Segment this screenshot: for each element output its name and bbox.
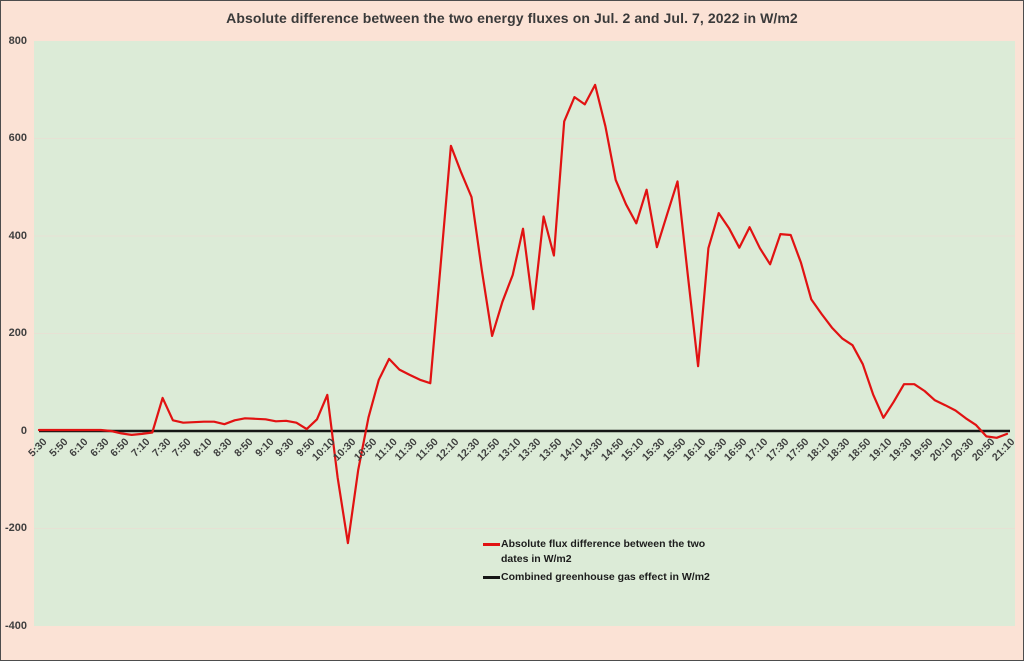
chart-title: Absolute difference between the two ener… [226, 10, 798, 26]
y-tick-label-400: 400 [8, 229, 27, 242]
black-line-swatch [483, 576, 500, 579]
legend: Absolute flux difference between the two… [483, 537, 710, 588]
y-tick-label-200: 200 [8, 327, 27, 339]
legend-label-greenhouse-effect: Combined greenhouse gas effect in W/m2 [501, 571, 710, 583]
y-tick-label-800: 800 [8, 34, 27, 47]
flux-difference-line [37, 83, 1009, 545]
y-tick-label--200: -200 [4, 522, 27, 534]
legend-item-flux-difference: Absolute flux difference between the two… [483, 537, 710, 567]
legend-label-flux-difference: Absolute flux difference between the two… [501, 538, 706, 565]
y-tick-label-0: 0 [20, 424, 27, 437]
red-line-swatch [483, 543, 500, 546]
legend-item-greenhouse-effect: Combined greenhouse gas effect in W/m2 [483, 570, 710, 585]
y-tick-label--400: -400 [4, 619, 27, 632]
y-tick-label-600: 600 [8, 132, 27, 144]
